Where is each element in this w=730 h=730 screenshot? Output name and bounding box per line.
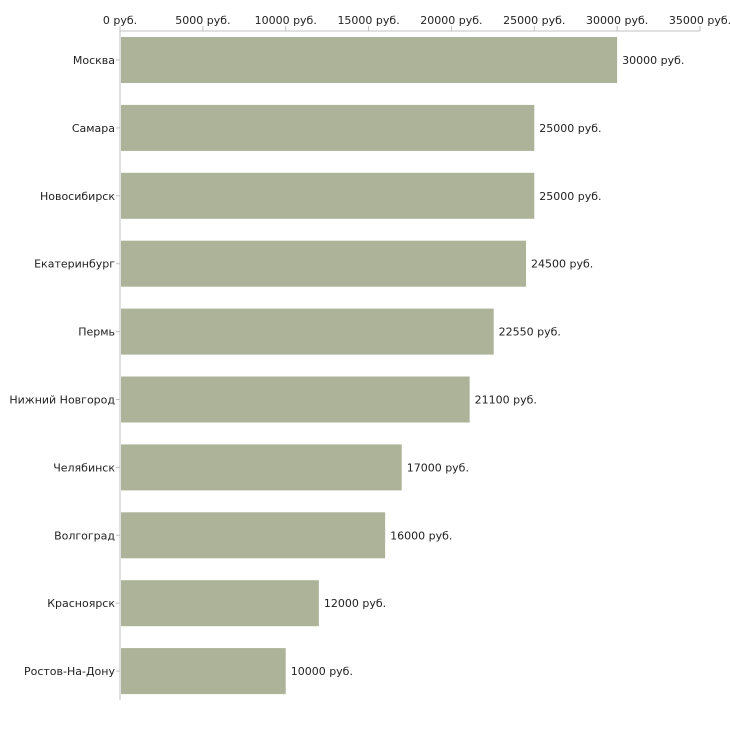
bar <box>121 376 470 423</box>
data-label: 24500 руб. <box>531 258 593 271</box>
x-tick-label: 30000 руб. <box>586 14 648 27</box>
x-axis: 0 руб. 5000 руб. 10000 руб. 15000 руб. 20000… <box>103 14 730 32</box>
data-label: 21100 руб. <box>475 394 537 407</box>
data-label: 12000 руб. <box>324 597 386 610</box>
x-tick-label: 10000 руб. <box>255 14 317 27</box>
bar <box>121 580 319 627</box>
category-label: Красноярск <box>47 597 115 610</box>
category-label: Ростов-На-Дону <box>24 665 115 678</box>
bar <box>121 104 535 151</box>
x-tick-label: 35000 руб. <box>669 14 730 27</box>
bar <box>121 37 618 83</box>
data-label: 17000 руб. <box>407 461 469 474</box>
data-label: 25000 руб. <box>539 122 601 135</box>
data-label: 30000 руб. <box>622 54 684 67</box>
category-label: Екатеринбург <box>34 258 115 271</box>
data-label: 22550 руб. <box>499 326 561 339</box>
category-label: Волгоград <box>54 529 115 542</box>
x-tick-label: 20000 руб. <box>420 14 482 27</box>
bars-group: 30000 руб. 25000 руб. 25000 руб. 24500 руб.… <box>121 37 684 695</box>
category-label: Челябинск <box>53 461 115 474</box>
bar <box>121 648 286 695</box>
category-label: Пермь <box>78 326 115 339</box>
x-tick-label: 15000 руб. <box>337 14 399 27</box>
x-tick-label: 25000 руб. <box>503 14 565 27</box>
category-label: Самара <box>72 122 115 135</box>
category-label: Москва <box>73 54 115 67</box>
category-label: Нижний Новгород <box>9 394 115 407</box>
x-tick-label: 0 руб. <box>103 14 137 27</box>
data-label: 10000 руб. <box>291 665 353 678</box>
data-label: 16000 руб. <box>390 529 452 542</box>
bar <box>121 172 535 219</box>
bar <box>121 308 494 355</box>
bar <box>121 512 386 559</box>
bar <box>121 444 402 491</box>
data-label: 25000 руб. <box>539 190 601 203</box>
y-axis: Москва Самара Новосибирск Екатеринбург Пермь… <box>9 31 121 700</box>
x-tick-label: 5000 руб. <box>175 14 230 27</box>
category-label: Новосибирск <box>40 190 115 203</box>
bar <box>121 240 526 287</box>
